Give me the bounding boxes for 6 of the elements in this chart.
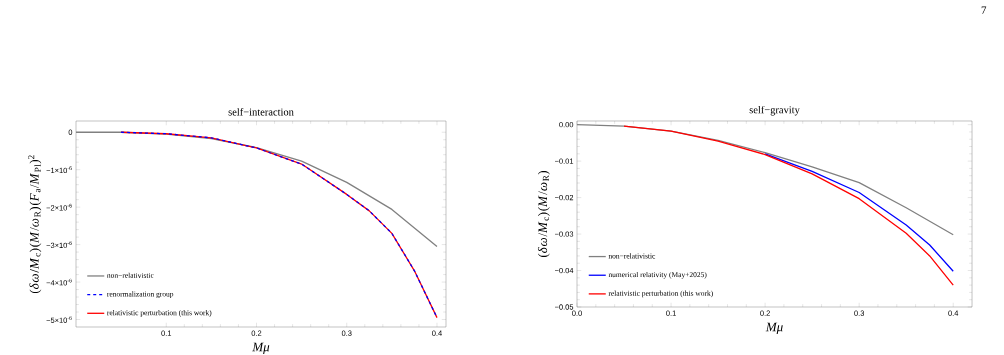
- line-series: [764, 153, 954, 272]
- chart-title: self−gravity: [749, 105, 800, 116]
- x-axis-title: Mμ: [765, 322, 783, 334]
- chart-title: self−interaction: [228, 108, 294, 116]
- x-axis-title: Mμ: [252, 342, 270, 354]
- text: 7: [981, 6, 987, 14]
